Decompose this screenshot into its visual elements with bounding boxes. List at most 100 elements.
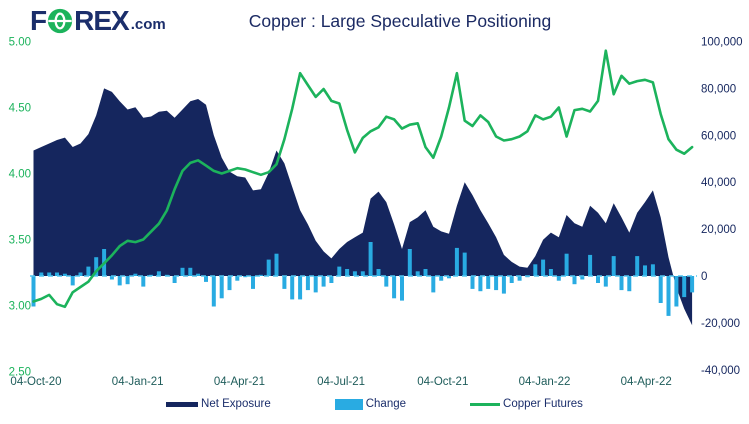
change-bar [556, 276, 561, 281]
x-axis-tick: 04-Jan-21 [112, 376, 164, 388]
change-bar [227, 276, 232, 291]
x-axis-tick: 04-Apr-21 [214, 376, 265, 388]
x-axis-tick: 04-Oct-21 [417, 376, 468, 388]
copper-futures-line [32, 49, 694, 309]
change-bar [376, 269, 381, 276]
change-bar [235, 276, 240, 281]
net-exposure-swatch [166, 401, 199, 407]
change-bar [415, 271, 420, 276]
change-bar [290, 276, 295, 300]
change-bar [360, 271, 365, 276]
change-swatch [334, 398, 363, 410]
right-axis-tick: 40,000 [701, 177, 736, 189]
change-bar [501, 276, 506, 294]
change-bar [352, 271, 357, 276]
change-bar [564, 253, 569, 276]
change-bar [156, 271, 161, 276]
change-bar [596, 276, 600, 283]
change-bar [219, 276, 224, 299]
change-bar [690, 276, 695, 293]
change-bar [478, 276, 483, 292]
change-bar [274, 253, 279, 276]
change-bar [400, 276, 404, 301]
change-bar [180, 267, 185, 276]
change-bar [70, 276, 75, 286]
change-bar [321, 276, 326, 287]
change-bar [109, 276, 114, 280]
net-exposure-area [33, 88, 693, 326]
change-bar [78, 272, 83, 276]
change-bar [204, 276, 208, 282]
change-bar [125, 276, 130, 285]
x-axis-tick: 04-Jan-22 [519, 376, 571, 388]
change-bar [31, 276, 36, 307]
forex-logo-o-icon [47, 8, 73, 34]
forex-logo: F REX .com [30, 7, 166, 35]
change-bar [431, 276, 436, 293]
change-bar [172, 276, 177, 283]
change-bar [243, 276, 248, 278]
change-bar [133, 273, 138, 276]
change-bar [423, 269, 428, 276]
change-bar [658, 276, 663, 303]
change-bar [282, 276, 287, 289]
change-bar [86, 266, 91, 276]
change-bar [196, 273, 201, 276]
change-bar [117, 276, 122, 286]
change-bar [258, 274, 263, 276]
change-bar [627, 276, 632, 292]
left-axis-tick: 4.00 [9, 169, 31, 181]
x-axis-tick: 04-Jul-21 [317, 376, 365, 388]
left-axis-tick: 3.00 [9, 301, 31, 313]
change-bar [533, 264, 538, 276]
legend-label: Change [365, 398, 407, 410]
change-bar [619, 276, 624, 291]
logo-text-rex: REX [74, 5, 130, 36]
change-bar [62, 273, 67, 276]
change-bar [462, 252, 467, 276]
left-axis-tick: 2.50 [9, 367, 31, 379]
change-bar [470, 276, 475, 289]
change-bar [313, 276, 318, 293]
logo-text-com: .com [130, 15, 166, 33]
change-bar [94, 257, 99, 276]
change-bar [580, 276, 585, 280]
change-bar [188, 267, 193, 276]
change-bar [141, 276, 146, 287]
legend-item-change: Change [334, 398, 407, 410]
change-bar [643, 265, 647, 276]
right-axis-tick: -40,000 [701, 365, 740, 377]
change-bar [298, 276, 303, 300]
x-axis-tick: 04-Oct-20 [10, 376, 61, 388]
change-bar [635, 256, 640, 276]
chart-title: Copper : Large Speculative Positioning [248, 11, 552, 31]
change-bar [39, 272, 44, 276]
left-axis-tick: 4.50 [9, 103, 31, 115]
change-bar [517, 276, 522, 281]
legend-label: Net Exposure [201, 398, 271, 410]
change-bar [266, 259, 271, 276]
change-bar [305, 276, 310, 291]
change-bar [345, 269, 350, 276]
change-bar [541, 259, 546, 276]
logo-text-f: F [30, 5, 47, 36]
change-bar [439, 276, 444, 281]
change-bar [407, 249, 412, 276]
change-bar [611, 256, 616, 276]
change-bar [329, 276, 334, 283]
change-bar [447, 276, 451, 279]
change-bar [368, 242, 373, 276]
right-axis-tick: 80,000 [701, 83, 736, 95]
change-bar [392, 276, 397, 299]
left-axis-tick: 3.50 [9, 235, 31, 247]
right-axis-tick: 0 [701, 271, 707, 283]
change-bar [674, 276, 679, 307]
change-bar [494, 276, 499, 291]
change-bar [682, 276, 687, 298]
chart-legend: Net Exposure Change Copper Futures [0, 398, 749, 410]
left-axis-tick: 5.00 [9, 37, 31, 49]
x-axis-tick: 04-Apr-22 [621, 376, 672, 388]
change-bar [509, 276, 514, 283]
